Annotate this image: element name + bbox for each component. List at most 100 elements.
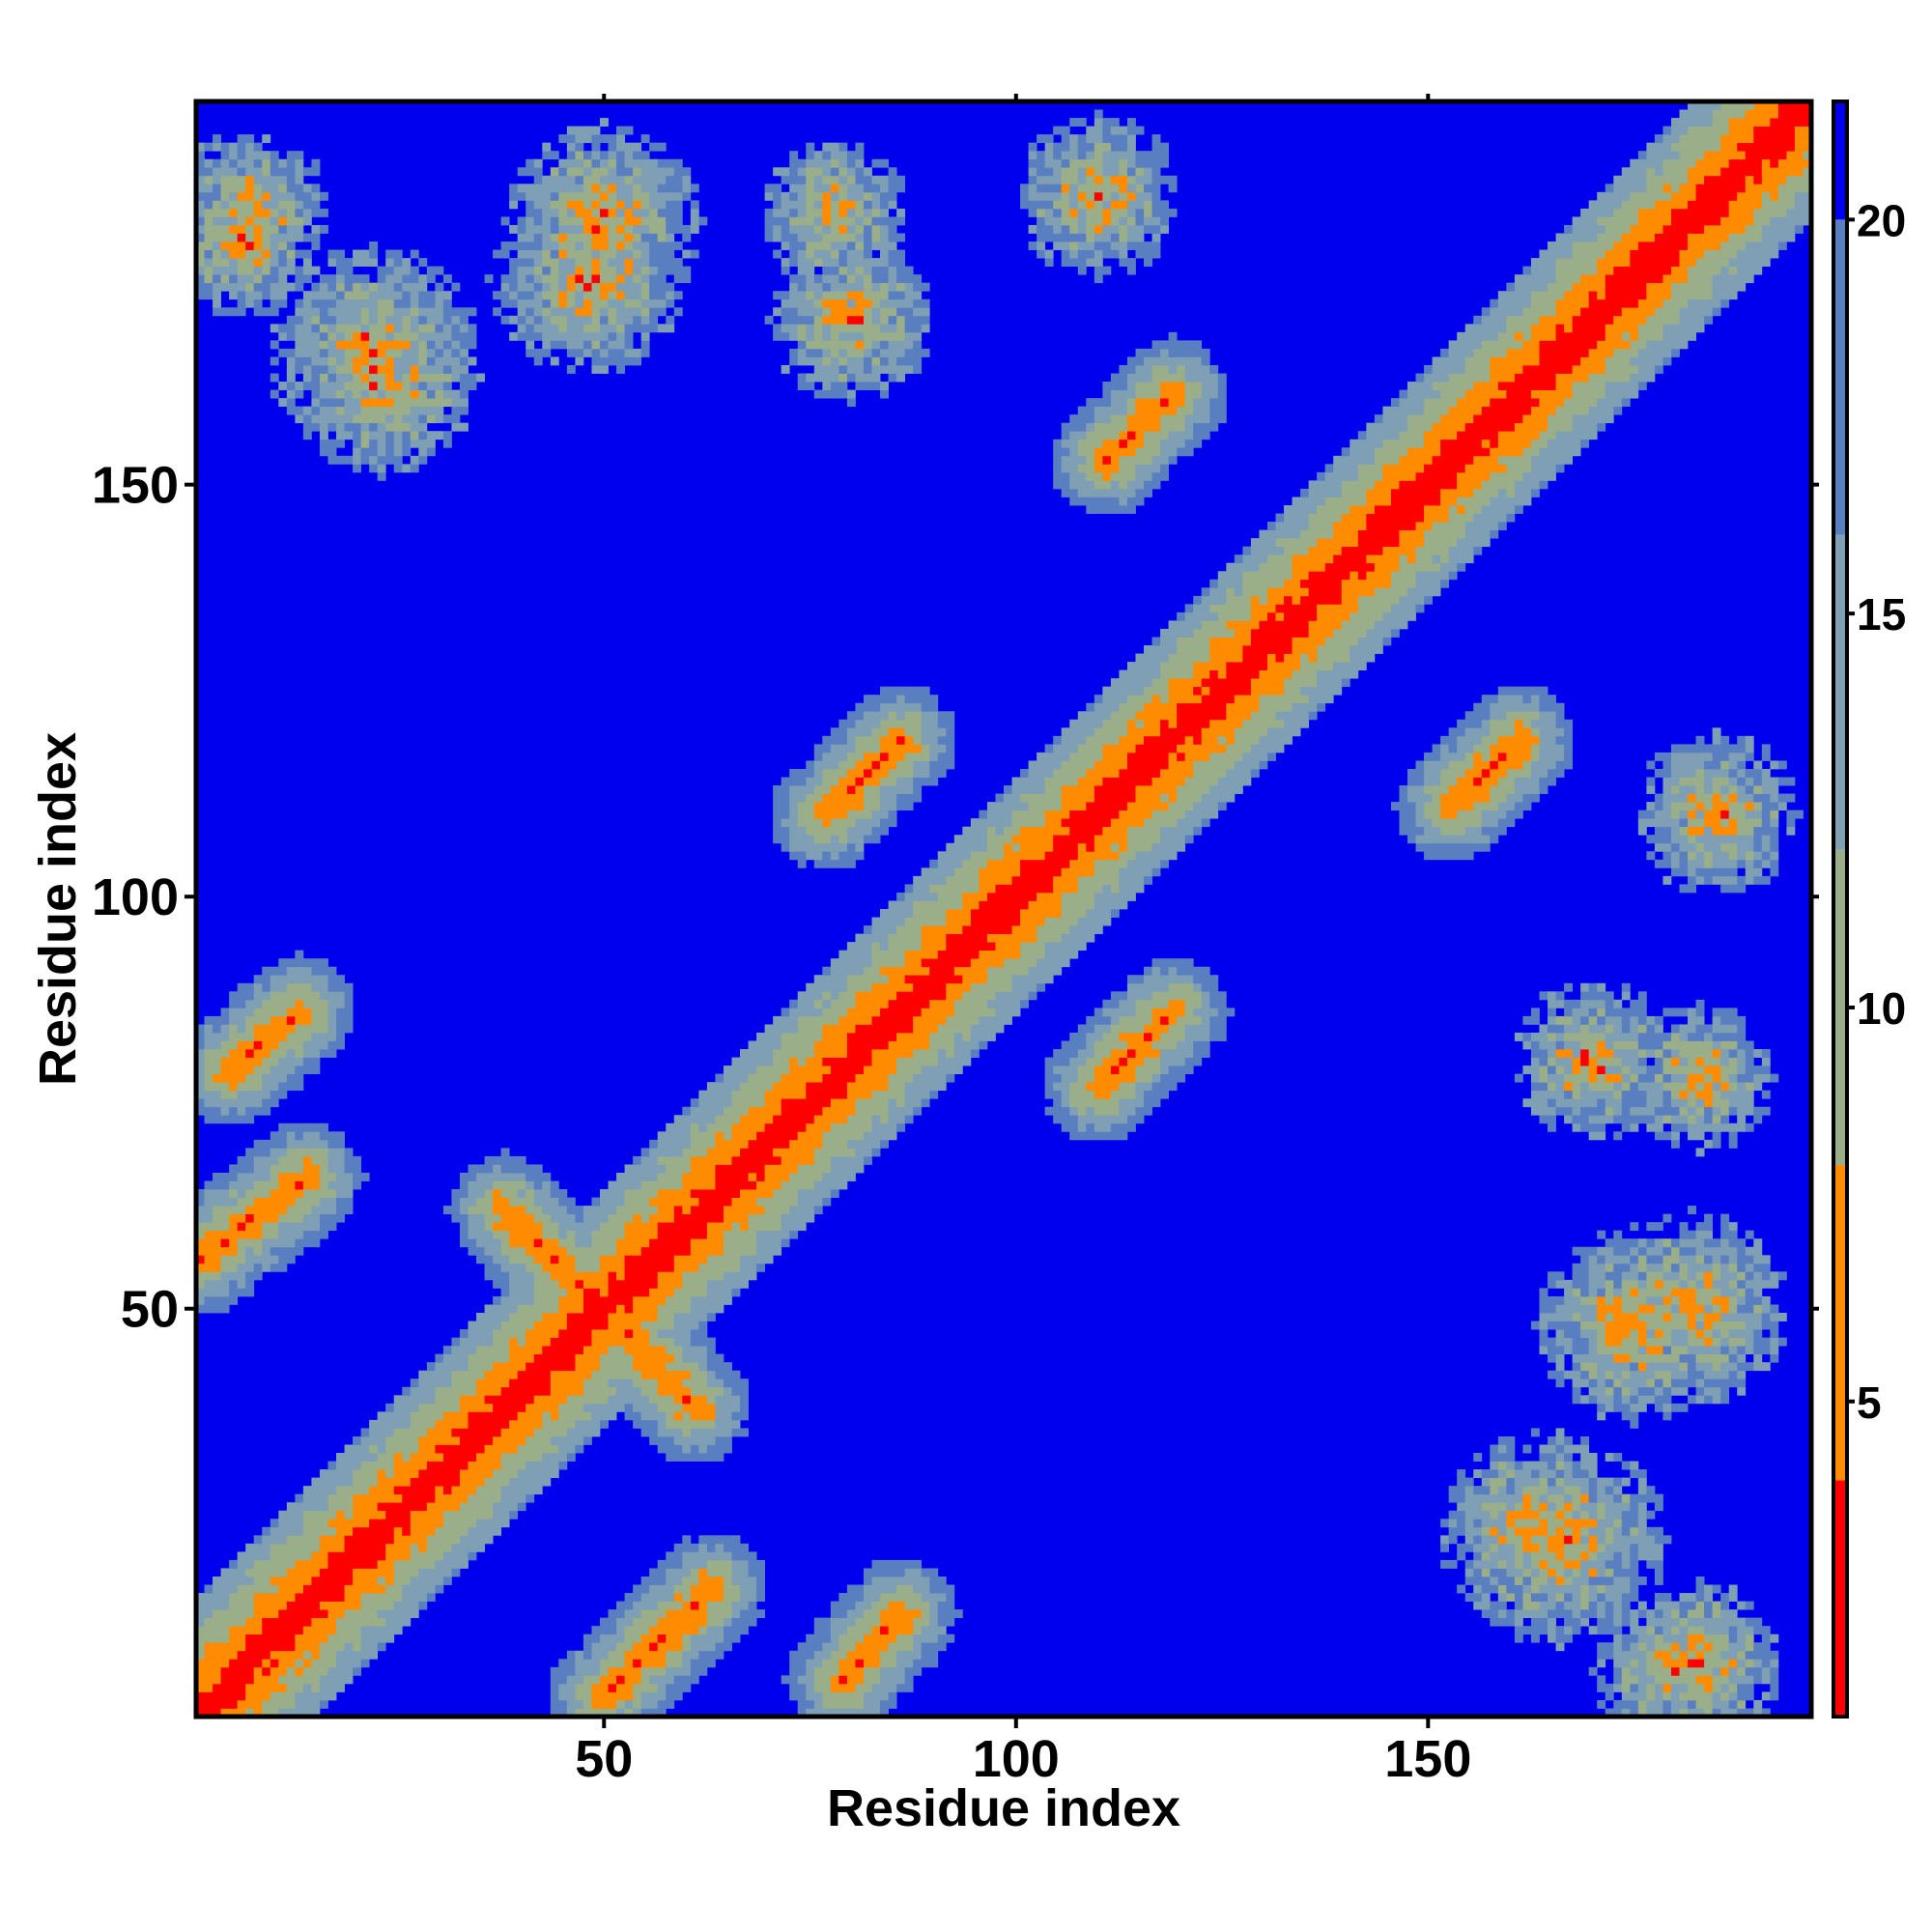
heatmap-cell: [336, 1040, 345, 1050]
heatmap-cell: [698, 1139, 708, 1149]
heatmap-cell: [360, 447, 370, 457]
heatmap-cell: [418, 1378, 428, 1388]
heatmap-cell: [830, 1675, 839, 1685]
heatmap-cell: [706, 1082, 716, 1092]
heatmap-cell: [682, 1122, 692, 1132]
heatmap-cell: [418, 1461, 428, 1470]
heatmap-cell: [526, 233, 535, 242]
heatmap-cell: [666, 1139, 675, 1149]
heatmap-cell: [344, 1650, 354, 1660]
heatmap-cell: [526, 1313, 535, 1321]
heatmap-cell: [237, 1032, 246, 1041]
heatmap-cell: [558, 307, 568, 317]
heatmap-cell: [822, 1180, 832, 1190]
heatmap-cell: [229, 1115, 239, 1124]
heatmap-cell: [526, 158, 535, 168]
heatmap-cell: [459, 1189, 469, 1198]
heatmap-cell: [327, 1535, 337, 1545]
heatmap-cell: [657, 324, 667, 333]
heatmap-cell: [633, 158, 642, 168]
heatmap-cell: [633, 208, 642, 217]
heatmap-cell: [196, 1255, 205, 1264]
heatmap-cell: [286, 1601, 296, 1610]
heatmap-cell: [295, 1502, 304, 1512]
heatmap-cell: [542, 331, 552, 341]
heatmap-cell: [286, 216, 296, 226]
heatmap-cell: [789, 274, 799, 284]
heatmap-cell: [566, 1288, 576, 1297]
heatmap-cell: [616, 1321, 625, 1330]
heatmap-cell: [442, 315, 452, 325]
heatmap-cell: [353, 274, 362, 284]
heatmap-cell: [822, 233, 832, 242]
heatmap-cell: [213, 1288, 221, 1297]
heatmap-cell: [270, 233, 279, 242]
heatmap-cell: [813, 274, 823, 284]
heatmap-cell: [706, 1164, 716, 1174]
heatmap-cell: [493, 291, 502, 300]
heatmap-cell: [706, 1213, 716, 1223]
heatmap-cell: [385, 1403, 395, 1412]
heatmap-cell: [229, 1213, 239, 1223]
heatmap-cell: [673, 1206, 683, 1215]
heatmap-cell: [682, 1246, 692, 1256]
heatmap-cell: [426, 331, 436, 341]
heatmap-cell: [360, 1519, 370, 1528]
heatmap-cell: [327, 1172, 337, 1181]
heatmap-cell: [509, 282, 519, 292]
heatmap-cell: [813, 1626, 823, 1635]
heatmap-cell: [229, 1626, 239, 1635]
heatmap-cell: [789, 1155, 799, 1165]
heatmap-cell: [657, 1395, 667, 1405]
heatmap-cell: [286, 1073, 296, 1083]
heatmap-cell: [476, 1526, 485, 1536]
heatmap-cell: [410, 1584, 419, 1594]
heatmap-cell: [813, 1691, 823, 1701]
heatmap-cell: [633, 1288, 642, 1297]
heatmap-cell: [302, 1659, 312, 1668]
heatmap-cell: [616, 1304, 625, 1314]
heatmap-cell: [336, 1617, 345, 1627]
heatmap-cell: [830, 1122, 839, 1132]
heatmap-cell: [336, 1015, 345, 1025]
heatmap-cell: [319, 406, 328, 415]
heatmap-cell: [509, 1255, 519, 1264]
heatmap-cell: [666, 1246, 675, 1256]
heatmap-cell: [558, 1337, 568, 1347]
heatmap-cell: [715, 1090, 724, 1099]
heatmap-cell: [542, 1189, 552, 1198]
heatmap-cell: [649, 1584, 659, 1594]
heatmap-cell: [451, 1428, 461, 1437]
heatmap-cell: [813, 1090, 823, 1099]
heatmap-cell: [327, 282, 337, 292]
heatmap-cell: [666, 1435, 675, 1445]
heatmap-cell: [500, 1155, 510, 1165]
heatmap-cell: [797, 1148, 807, 1157]
heatmap-cell: [526, 1411, 535, 1421]
heatmap-cell: [336, 298, 345, 308]
heatmap-cell: [582, 282, 592, 292]
heatmap-cell: [624, 356, 634, 366]
heatmap-cell: [558, 1691, 568, 1701]
heatmap-cell: [270, 291, 279, 300]
heatmap-cell: [245, 216, 255, 226]
heatmap-cell: [797, 1642, 807, 1652]
heatmap-cell: [270, 389, 279, 399]
heatmap-cell: [336, 422, 345, 432]
heatmap-cell: [550, 1313, 559, 1321]
heatmap-cell: [459, 373, 469, 383]
heatmap-cell: [830, 1609, 839, 1619]
heatmap-cell: [542, 216, 552, 226]
heatmap-cell: [500, 1172, 510, 1181]
heatmap-cell: [715, 1386, 724, 1396]
heatmap-cell: [575, 348, 584, 357]
heatmap-cell: [666, 158, 675, 168]
heatmap-cell: [558, 1419, 568, 1429]
heatmap-cell: [633, 216, 642, 226]
heatmap-cell: [229, 1246, 239, 1256]
heatmap-cell: [319, 364, 328, 374]
heatmap-cell: [723, 1213, 732, 1223]
heatmap-cell: [550, 233, 559, 242]
heatmap-cell: [649, 258, 659, 268]
heatmap-cell: [253, 151, 263, 160]
